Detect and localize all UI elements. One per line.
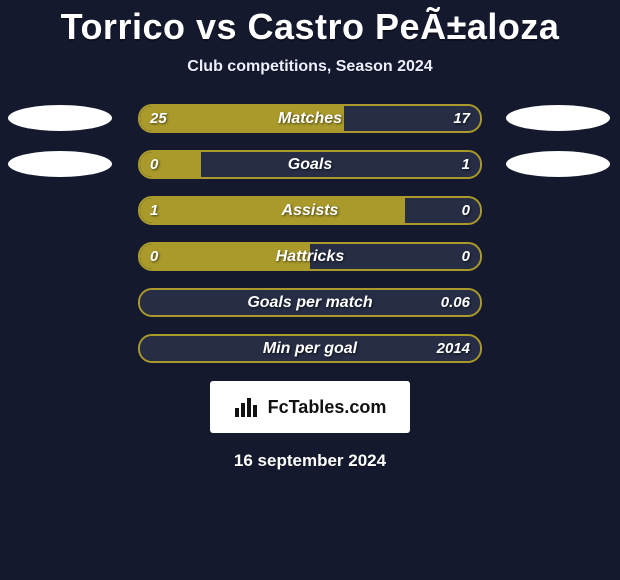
brand-badge: FcTables.com (210, 381, 410, 433)
stat-fill-player2 (344, 106, 480, 131)
player2-avatar (506, 104, 610, 132)
player2-avatar (506, 150, 610, 178)
date-text: 16 september 2024 (0, 451, 620, 471)
stat-row: Goals per match0.06 (0, 288, 620, 317)
stat-row: Min per goal2014 (0, 334, 620, 363)
stat-bar: Matches2517 (138, 104, 482, 133)
stat-bar: Goals01 (138, 150, 482, 179)
player1-avatar (8, 150, 112, 178)
stat-fill-player1 (140, 198, 405, 223)
stat-bar: Hattricks00 (138, 242, 482, 271)
brand-bars-icon (234, 396, 262, 418)
stat-row: Assists10 (0, 196, 620, 225)
stat-fill-player1 (140, 152, 201, 177)
stat-fill-player2 (201, 152, 480, 177)
stat-fill-player2 (140, 290, 480, 315)
stat-fill-player2 (405, 198, 480, 223)
stats-rows: Matches2517 Goals01 Assists10 Hattricks00 G… (0, 104, 620, 363)
brand-text: FcTables.com (268, 397, 387, 418)
stat-fill-player2 (140, 336, 480, 361)
player1-avatar (8, 104, 112, 132)
stat-bar: Goals per match0.06 (138, 288, 482, 317)
stat-bar: Assists10 (138, 196, 482, 225)
stat-row: Hattricks00 (0, 242, 620, 271)
page-subtitle: Club competitions, Season 2024 (0, 58, 620, 76)
stat-fill-player1 (140, 244, 310, 269)
stat-bar: Min per goal2014 (138, 334, 482, 363)
stat-row: Matches2517 (0, 104, 620, 133)
stat-row: Goals01 (0, 150, 620, 179)
stat-fill-player2 (310, 244, 480, 269)
stat-fill-player1 (140, 106, 344, 131)
page-title: Torrico vs Castro PeÃ±aloza (0, 6, 620, 48)
